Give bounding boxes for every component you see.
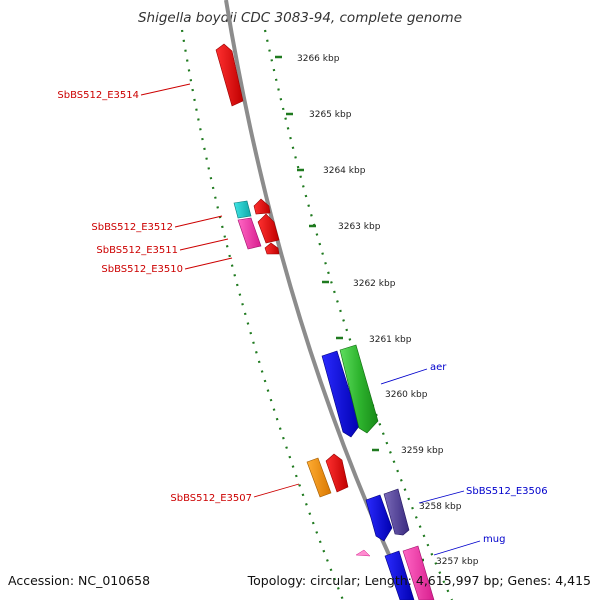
scale-label-3264: 3264 kbp [323,166,366,176]
scale-label-3263: 3263 kbp [338,222,381,232]
gene-sbbs512-e3506[interactable] [383,488,410,536]
topology-text: Topology: circular; Length: 4,615,997 bp… [247,573,591,588]
leader-e3511 [179,238,229,251]
gene-red-near-e3507[interactable] [325,453,349,493]
forward-strand-track [263,29,454,600]
leader-e3514 [140,83,191,96]
accession-text: Accession: NC_010658 [8,573,151,588]
scale-label-3261: 3261 kbp [369,335,412,345]
gene-blue-e3506-region[interactable] [365,494,393,542]
scale-label-3260: 3260 kbp [385,390,428,400]
gene-blue-aer-region[interactable] [321,350,361,438]
scale-label-3257: 3257 kbp [436,557,479,567]
gene-pink-marker[interactable] [355,549,371,557]
leader-e3507 [253,483,300,498]
gene-sbbs512-e3510[interactable] [264,242,280,255]
scale-label-3259: 3259 kbp [401,446,444,456]
gene-sbbs512-e3511[interactable] [237,217,262,250]
scale-label-3258: 3258 kbp [419,502,462,512]
label-mug[interactable]: mug [483,534,505,545]
gene-sbbs512-e3514[interactable] [215,43,244,107]
gene-red-small-1[interactable] [253,198,271,215]
leader-e3506 [418,490,465,504]
scale-label-3266: 3266 kbp [297,54,340,64]
leader-aer [380,368,428,385]
leader-e3510 [184,257,233,270]
label-sbbs512-e3512[interactable]: SbBS512_E3512 [91,222,173,233]
gene-red-small-2[interactable] [257,213,280,244]
map-title: Shigella boydii CDC 3083-94, complete ge… [138,10,462,26]
label-aer[interactable]: aer [430,362,447,373]
label-sbbs512-e3510[interactable]: SbBS512_E3510 [101,264,183,275]
label-sbbs512-e3507[interactable]: SbBS512_E3507 [170,493,252,504]
leader-e3512 [174,215,223,228]
label-sbbs512-e3511[interactable]: SbBS512_E3511 [96,245,178,256]
gene-sbbs512-e3512[interactable] [233,200,252,219]
gene-sbbs512-e3507[interactable] [306,457,332,498]
leader-mug [433,540,481,556]
label-sbbs512-e3506[interactable]: SbBS512_E3506 [466,486,548,497]
scale-label-3265: 3265 kbp [309,110,352,120]
gene-mug[interactable] [402,545,435,600]
gene-blue-mug-region[interactable] [384,550,415,600]
gene-aer[interactable] [339,344,379,434]
label-sbbs512-e3514[interactable]: SbBS512_E3514 [57,90,139,101]
scale-label-3262: 3262 kbp [353,279,396,289]
